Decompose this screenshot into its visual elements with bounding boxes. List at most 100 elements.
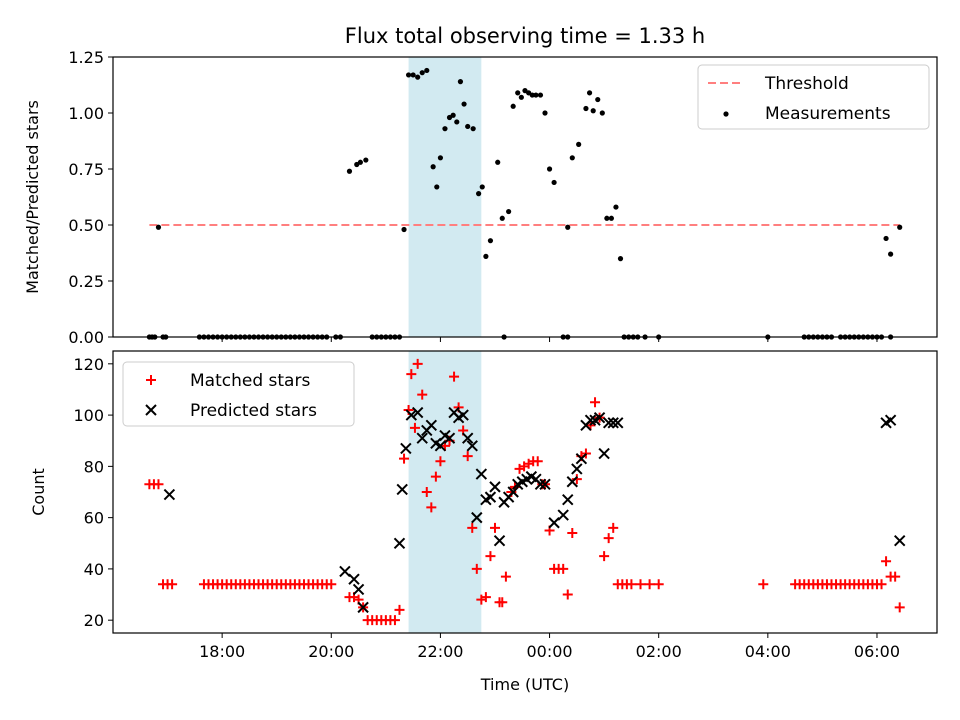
data-point bbox=[405, 409, 418, 421]
data-point bbox=[417, 389, 428, 400]
data-point bbox=[599, 110, 605, 116]
data-point bbox=[884, 414, 897, 426]
series-predicted-stars bbox=[163, 406, 906, 614]
data-point bbox=[493, 535, 506, 547]
data-point bbox=[894, 535, 906, 547]
data-point bbox=[626, 579, 637, 590]
legend: Matched stars Predicted stars bbox=[122, 361, 355, 427]
data-point bbox=[617, 256, 624, 262]
data-point bbox=[419, 70, 425, 76]
y-axis-label: Matched/Predicted stars bbox=[23, 100, 42, 294]
data-point bbox=[569, 155, 575, 161]
y-tick-label: 0.75 bbox=[68, 160, 104, 179]
data-point bbox=[507, 486, 519, 498]
data-point bbox=[653, 579, 664, 590]
data-point bbox=[155, 224, 162, 230]
x-tick-label: 04:00 bbox=[745, 642, 791, 661]
data-point bbox=[409, 422, 420, 433]
data-point bbox=[457, 409, 469, 421]
data-point bbox=[393, 537, 406, 549]
data-point bbox=[584, 414, 597, 426]
data-point bbox=[565, 224, 571, 230]
data-point bbox=[454, 119, 460, 125]
data-point bbox=[400, 442, 412, 455]
data-point bbox=[500, 571, 511, 582]
data-point bbox=[480, 592, 491, 603]
data-point bbox=[635, 579, 646, 590]
data-point bbox=[396, 483, 408, 496]
data-point bbox=[562, 589, 573, 600]
data-point bbox=[437, 155, 444, 161]
data-point bbox=[876, 579, 887, 590]
data-point bbox=[506, 208, 512, 215]
data-point bbox=[546, 166, 553, 172]
data-point bbox=[613, 204, 619, 210]
data-point bbox=[449, 371, 460, 382]
data-point bbox=[339, 565, 351, 578]
chart-title: Flux total observing time = 1.33 h bbox=[345, 24, 705, 48]
y-axis-label: Count bbox=[29, 468, 48, 516]
data-point bbox=[405, 72, 412, 78]
data-point bbox=[430, 471, 441, 482]
data-point bbox=[590, 108, 596, 114]
data-point bbox=[881, 556, 892, 567]
data-point bbox=[153, 479, 164, 490]
data-point bbox=[442, 126, 448, 132]
data-point bbox=[430, 164, 436, 170]
legend-matched-marker bbox=[146, 375, 156, 385]
data-point bbox=[476, 191, 482, 197]
legend-label: Predicted stars bbox=[190, 401, 317, 421]
data-point bbox=[551, 179, 557, 186]
data-point bbox=[389, 615, 400, 626]
data-point bbox=[357, 159, 363, 165]
data-point bbox=[515, 90, 521, 96]
data-point bbox=[357, 601, 369, 614]
shaded-span bbox=[408, 351, 482, 633]
data-point bbox=[612, 417, 624, 429]
y-tick-label: 1.00 bbox=[68, 104, 104, 123]
data-point bbox=[479, 184, 485, 190]
data-point bbox=[603, 533, 614, 544]
data-point bbox=[483, 253, 489, 259]
y-tick-label: 40 bbox=[84, 560, 104, 579]
data-point bbox=[533, 92, 539, 98]
data-point bbox=[487, 238, 494, 244]
y-tick-label: 120 bbox=[73, 355, 104, 374]
data-point bbox=[548, 517, 560, 529]
data-point bbox=[475, 468, 488, 480]
x-axis-label: Time (UTC) bbox=[480, 675, 569, 694]
data-point bbox=[758, 579, 769, 590]
data-point bbox=[461, 432, 474, 444]
shaded-span bbox=[408, 57, 482, 337]
data-point bbox=[443, 432, 456, 444]
data-point bbox=[495, 159, 501, 165]
data-point bbox=[435, 456, 446, 467]
y-tick-label: 60 bbox=[84, 509, 104, 528]
plot-frame bbox=[112, 350, 938, 634]
data-point bbox=[461, 101, 467, 107]
x-tick-label: 18:00 bbox=[199, 642, 245, 661]
data-point bbox=[167, 579, 178, 590]
data-point bbox=[471, 563, 482, 574]
data-point bbox=[163, 488, 176, 501]
data-point bbox=[416, 432, 428, 444]
data-point bbox=[434, 440, 447, 452]
data-point bbox=[363, 157, 369, 163]
data-point bbox=[537, 92, 544, 98]
x-tick-label: 20:00 bbox=[308, 642, 354, 661]
x-tick-label: 00:00 bbox=[527, 642, 573, 661]
data-point bbox=[576, 141, 582, 147]
bottom-panel: 20 40 60 80 100 120 18:00 20:00 22:00 00:00 02:00 0… bbox=[29, 350, 938, 661]
data-point bbox=[470, 126, 476, 132]
data-point bbox=[497, 597, 508, 608]
data-point bbox=[532, 456, 543, 467]
data-point bbox=[534, 478, 547, 491]
data-point bbox=[567, 528, 578, 539]
legend-label: Threshold bbox=[764, 74, 849, 94]
data-point bbox=[401, 226, 407, 233]
data-point bbox=[593, 411, 606, 424]
x-tick-label: 22:00 bbox=[417, 642, 463, 661]
data-point bbox=[602, 417, 615, 429]
data-point bbox=[425, 419, 438, 432]
